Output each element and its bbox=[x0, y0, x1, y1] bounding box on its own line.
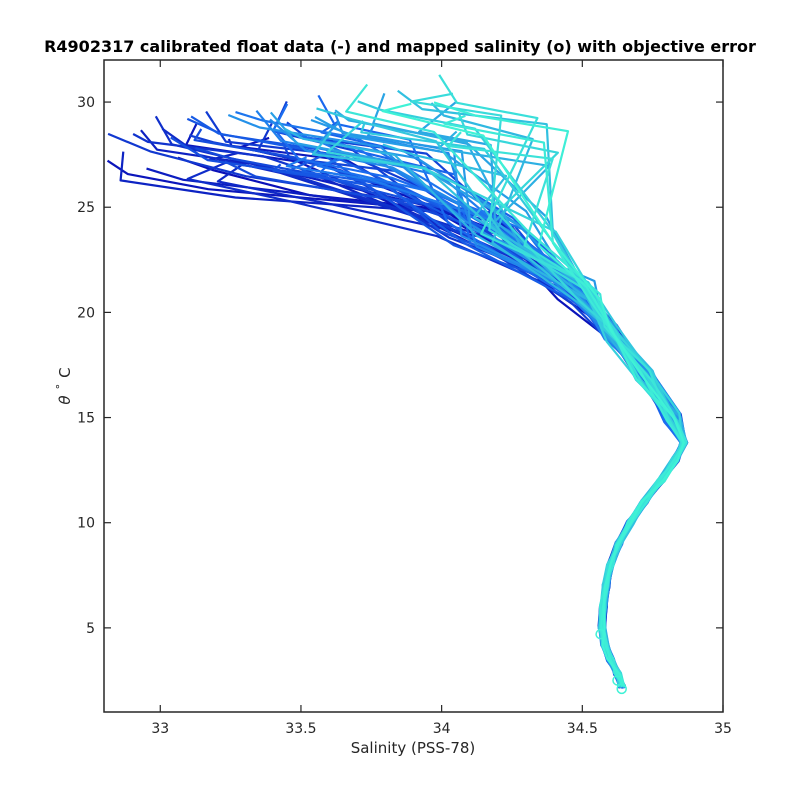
y-axis-label-unit: C bbox=[56, 367, 74, 377]
mapped-salinity-marker bbox=[616, 683, 627, 695]
y-tick-label: 30 bbox=[77, 95, 95, 111]
x-tick-label: 35 bbox=[714, 721, 732, 737]
x-tick-label: 33 bbox=[151, 721, 169, 737]
y-axis-label-degree: ° bbox=[54, 384, 67, 390]
mapped-salinity-marker bbox=[595, 628, 606, 640]
y-tick-label: 10 bbox=[77, 516, 95, 532]
y-axis-ticks: 5 10 15 20 25 30 bbox=[77, 95, 723, 637]
profile-lines bbox=[106, 74, 689, 689]
mapped-salinity-marker bbox=[612, 675, 623, 686]
x-axis-label: Salinity (PSS-78) bbox=[351, 739, 476, 757]
y-axis-label: θ ° C bbox=[54, 367, 74, 404]
plot-frame bbox=[103, 59, 724, 713]
mapped-salinity-markers bbox=[595, 628, 627, 695]
x-tick-label: 34.5 bbox=[567, 721, 598, 737]
profile-line bbox=[345, 83, 688, 687]
y-tick-label: 15 bbox=[77, 411, 95, 427]
x-tick-label: 33.5 bbox=[285, 721, 316, 737]
x-axis-ticks: 33 33.5 34 34.5 35 bbox=[151, 60, 732, 737]
y-axis-label-symbol: θ bbox=[56, 395, 74, 404]
y-tick-label: 25 bbox=[77, 200, 95, 216]
y-tick-label: 5 bbox=[86, 621, 95, 637]
y-tick-label: 20 bbox=[77, 305, 95, 321]
x-tick-label: 34 bbox=[433, 721, 451, 737]
chart-title: R4902317 calibrated float data (-) and m… bbox=[44, 37, 756, 56]
